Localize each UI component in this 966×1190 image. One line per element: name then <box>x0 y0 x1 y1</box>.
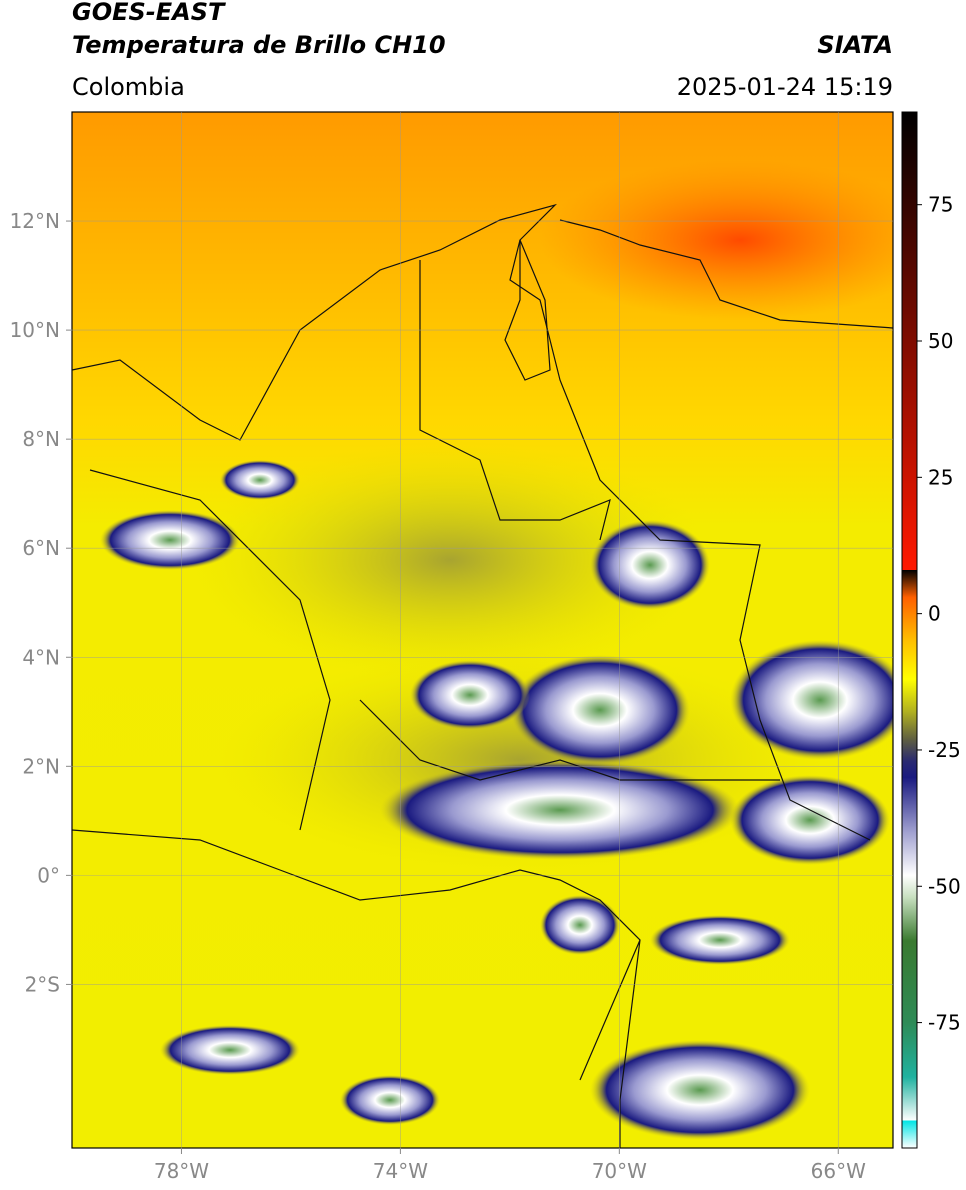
colorbar-tick-label: -25 <box>928 738 961 762</box>
datetime: 2025-01-24 15:19 <box>677 73 893 101</box>
colorbar-tick-label: 75 <box>928 193 953 217</box>
subtitle: Temperatura de Brillo CH10 <box>72 31 446 59</box>
colorbar <box>901 111 918 1149</box>
y-tick-label: 0° <box>37 863 60 887</box>
x-tick-label: 66°W <box>811 1159 866 1183</box>
y-tick-label: 2°S <box>25 972 60 996</box>
x-tick-label: 78°W <box>154 1159 209 1183</box>
colorbar-tick-label: -50 <box>928 874 961 898</box>
y-tick-label: 10°N <box>10 318 60 342</box>
colorbar-tick-label: -75 <box>928 1011 961 1035</box>
region: Colombia <box>72 73 185 101</box>
source: SIATA <box>817 31 893 59</box>
y-tick-label: 6°N <box>22 536 60 560</box>
imagery <box>72 112 893 1148</box>
y-tick-label: 8°N <box>22 427 60 451</box>
title: GOES-EAST <box>72 0 226 26</box>
y-tick-label: 2°N <box>22 754 60 778</box>
x-tick-label: 74°W <box>373 1159 428 1183</box>
colorbar-tick-label: 0 <box>928 602 941 626</box>
x-tick-label: 70°W <box>592 1159 647 1183</box>
colorbar-tick-label: 50 <box>928 329 953 353</box>
map-frame <box>71 111 894 1149</box>
y-tick-label: 12°N <box>10 209 60 233</box>
y-tick-label: 4°N <box>22 645 60 669</box>
colorbar-tick-label: 25 <box>928 465 953 489</box>
